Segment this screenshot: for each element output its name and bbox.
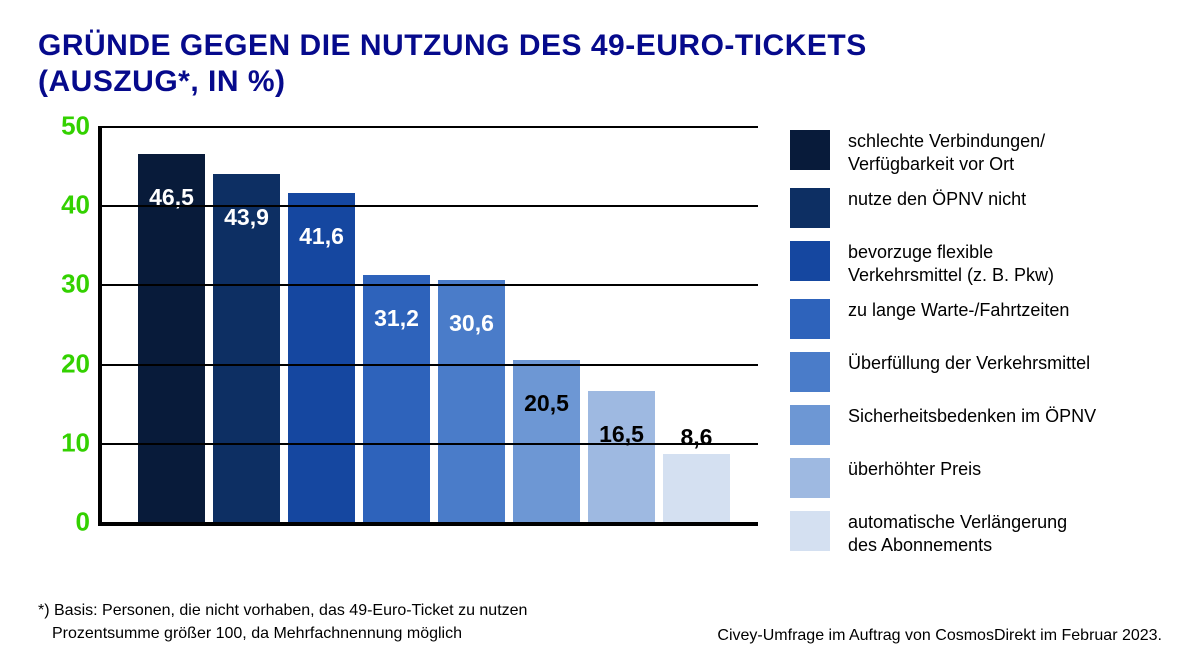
legend-swatch	[790, 130, 830, 170]
gridline	[102, 205, 758, 207]
gridline	[102, 364, 758, 366]
chart-area: 01020304050 46,543,941,631,230,620,516,5…	[38, 126, 758, 556]
bar-value-label: 20,5	[524, 390, 569, 417]
footer: *) Basis: Personen, die nicht vorhaben, …	[38, 600, 1162, 645]
legend-label: schlechte Verbindungen/Verfügbarkeit vor…	[848, 130, 1045, 175]
legend-label: zu lange Warte-/Fahrtzeiten	[848, 299, 1069, 322]
legend-swatch	[790, 352, 830, 392]
bar-value-label: 30,6	[449, 310, 494, 337]
legend: schlechte Verbindungen/Verfügbarkeit vor…	[790, 126, 1162, 569]
bar: 20,5	[513, 360, 580, 522]
bar: 41,6	[288, 193, 355, 522]
y-tick-label: 40	[61, 190, 90, 221]
gridline	[102, 126, 758, 128]
legend-swatch	[790, 458, 830, 498]
title-line-2: (AUSZUG*, IN %)	[38, 65, 286, 98]
legend-swatch	[790, 241, 830, 281]
gridline	[102, 284, 758, 286]
y-tick-label: 0	[76, 507, 90, 538]
bar: 30,6	[438, 280, 505, 522]
legend-item: nutze den ÖPNV nicht	[790, 188, 1162, 228]
legend-item: schlechte Verbindungen/Verfügbarkeit vor…	[790, 130, 1162, 175]
plot-region: 46,543,941,631,230,620,516,58,6	[98, 126, 758, 526]
bar-value-label: 8,6	[681, 424, 713, 451]
legend-label: bevorzuge flexibleVerkehrsmittel (z. B. …	[848, 241, 1054, 286]
footnote: *) Basis: Personen, die nicht vorhaben, …	[38, 600, 527, 645]
bar: 8,6	[663, 454, 730, 522]
bar: 46,5	[138, 154, 205, 522]
legend-swatch	[790, 405, 830, 445]
content-row: 01020304050 46,543,941,631,230,620,516,5…	[38, 126, 1162, 569]
legend-swatch	[790, 299, 830, 339]
y-tick-label: 30	[61, 269, 90, 300]
gridline	[102, 443, 758, 445]
legend-item: überhöhter Preis	[790, 458, 1162, 498]
legend-item: automatische Verlängerungdes Abonnements	[790, 511, 1162, 556]
legend-item: Überfüllung der Verkehrsmittel	[790, 352, 1162, 392]
footnote-line-2: Prozentsumme größer 100, da Mehrfachnenn…	[38, 623, 527, 645]
y-tick-label: 20	[61, 348, 90, 379]
bar: 31,2	[363, 275, 430, 522]
legend-swatch	[790, 188, 830, 228]
bar-value-label: 43,9	[224, 204, 269, 231]
footnote-line-1: *) Basis: Personen, die nicht vorhaben, …	[38, 600, 527, 622]
bar: 43,9	[213, 174, 280, 522]
legend-item: Sicherheitsbedenken im ÖPNV	[790, 405, 1162, 445]
source-text: Civey-Umfrage im Auftrag von CosmosDirek…	[717, 627, 1162, 645]
chart-title: GRÜNDE GEGEN DIE NUTZUNG DES 49-EURO-TIC…	[38, 28, 1162, 100]
bar-value-label: 41,6	[299, 223, 344, 250]
legend-item: zu lange Warte-/Fahrtzeiten	[790, 299, 1162, 339]
y-axis: 01020304050	[38, 126, 96, 526]
bars-container: 46,543,941,631,230,620,516,58,6	[102, 126, 758, 522]
legend-label: überhöhter Preis	[848, 458, 981, 481]
legend-item: bevorzuge flexibleVerkehrsmittel (z. B. …	[790, 241, 1162, 286]
bar-value-label: 31,2	[374, 305, 419, 332]
legend-label: Sicherheitsbedenken im ÖPNV	[848, 405, 1096, 428]
legend-label: Überfüllung der Verkehrsmittel	[848, 352, 1090, 375]
bar: 16,5	[588, 391, 655, 522]
title-line-1: GRÜNDE GEGEN DIE NUTZUNG DES 49-EURO-TIC…	[38, 29, 867, 62]
y-tick-label: 10	[61, 427, 90, 458]
legend-label: automatische Verlängerungdes Abonnements	[848, 511, 1067, 556]
legend-swatch	[790, 511, 830, 551]
legend-label: nutze den ÖPNV nicht	[848, 188, 1026, 211]
y-tick-label: 50	[61, 111, 90, 142]
